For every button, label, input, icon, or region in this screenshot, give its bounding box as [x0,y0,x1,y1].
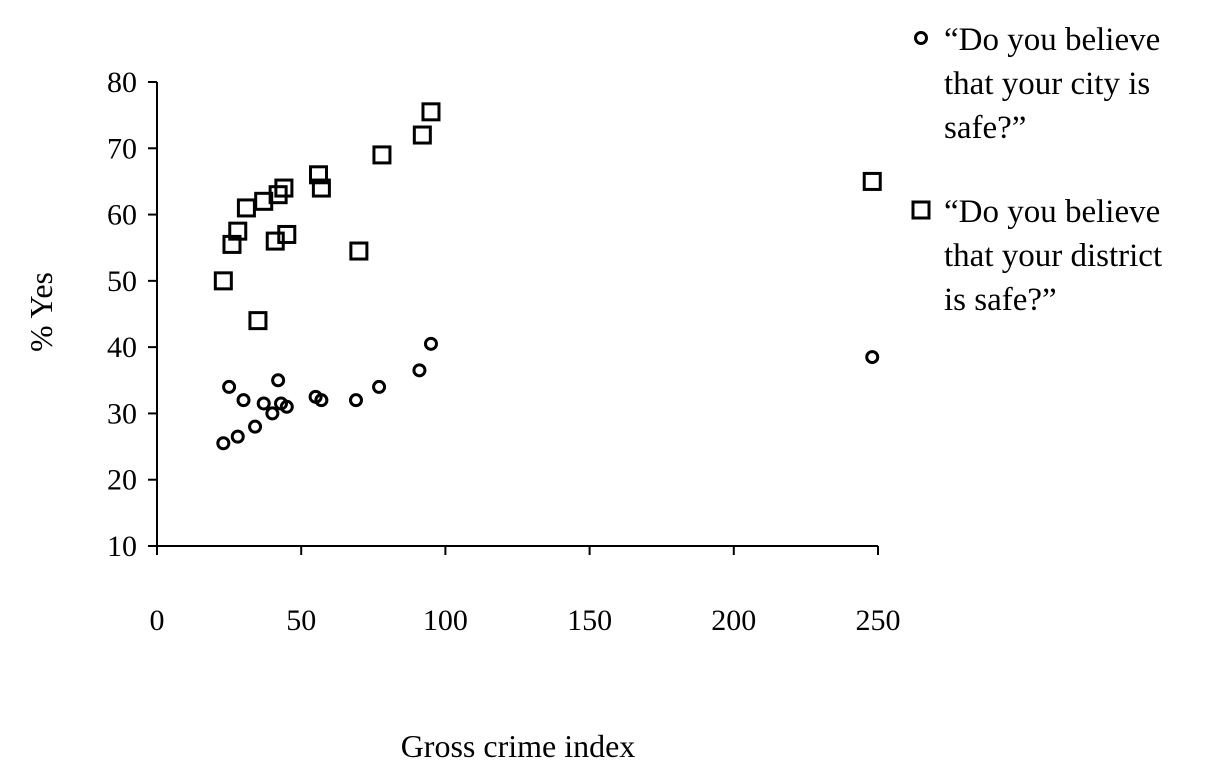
city-safe-point [314,393,329,408]
city-safe-point [423,336,438,351]
legend-circle-marker [914,31,928,45]
legend-label-line: “Do you believe [944,22,1160,58]
district-safe-point [248,311,268,331]
city-safe-point [256,396,271,411]
district-safe-point [862,171,882,191]
y-tick-label: 60 [107,199,137,232]
district-safe-point [228,221,248,241]
legend: “Do you believe that your city is safe?”“D… [911,22,1162,318]
y-tick-label: 30 [107,397,137,430]
city-safe-point [271,373,286,388]
x-tick-label: 250 [856,604,901,637]
legend-square-marker [911,200,931,220]
city-safe-point [236,393,251,408]
city-safe-point [412,363,427,378]
city-safe-point [248,419,263,434]
district-safe-point [412,125,432,145]
y-tick-label: 70 [107,132,137,165]
district-safe-point [213,271,233,291]
city-safe-point [230,429,245,444]
axes-layer: 10 20 30 40 50 60 70 80 0 50 100 150 200 250 [107,66,901,637]
legend-label-line: safe?” [944,110,1026,146]
x-tick-label: 100 [423,604,468,637]
y-tick-label: 10 [107,530,137,563]
city-safe-point [265,406,280,421]
city-safe-point [865,350,880,365]
district-safe-point [372,145,392,165]
points-layer [213,102,882,451]
y-tick-label: 50 [107,265,137,298]
city-safe-point [216,436,231,451]
city-safe-point [222,379,237,394]
series-2 [213,102,882,331]
legend-label-line: is safe?” [944,282,1057,318]
district-safe-point [236,198,256,218]
legend-label: “Do you believe that your district is safe… [944,194,1162,318]
y-axis-title: % Yes [23,272,59,352]
district-safe-point [311,178,331,198]
city-safe-point [348,393,363,408]
y-tick-label: 40 [107,331,137,364]
x-tick-label: 150 [567,604,612,637]
district-safe-point [309,165,329,185]
legend-item-2: “Do you believe that your district is safe… [911,194,1162,318]
legend-item-1: “Do you believe that your city is safe?” [914,22,1160,146]
legend-label: “Do you believe that your city is safe?” [944,22,1160,146]
city-safe-point [372,379,387,394]
district-safe-point [274,178,294,198]
x-tick-label: 200 [711,604,756,637]
x-tick-label: 50 [286,604,316,637]
district-safe-point [421,102,441,122]
city-safe-point [279,399,294,414]
district-safe-point [349,241,369,261]
district-safe-point [277,224,297,244]
series-1 [216,336,880,451]
x-axis-title: Gross crime index [401,728,636,764]
legend-label-line: “Do you believe [944,194,1160,230]
district-safe-point [222,234,242,254]
y-tick-label: 20 [107,464,137,497]
y-tick-label: 80 [107,66,137,99]
legend-label-line: that your city is [944,66,1150,102]
x-tick-label: 0 [150,604,165,637]
legend-label-line: that your district [944,238,1162,274]
